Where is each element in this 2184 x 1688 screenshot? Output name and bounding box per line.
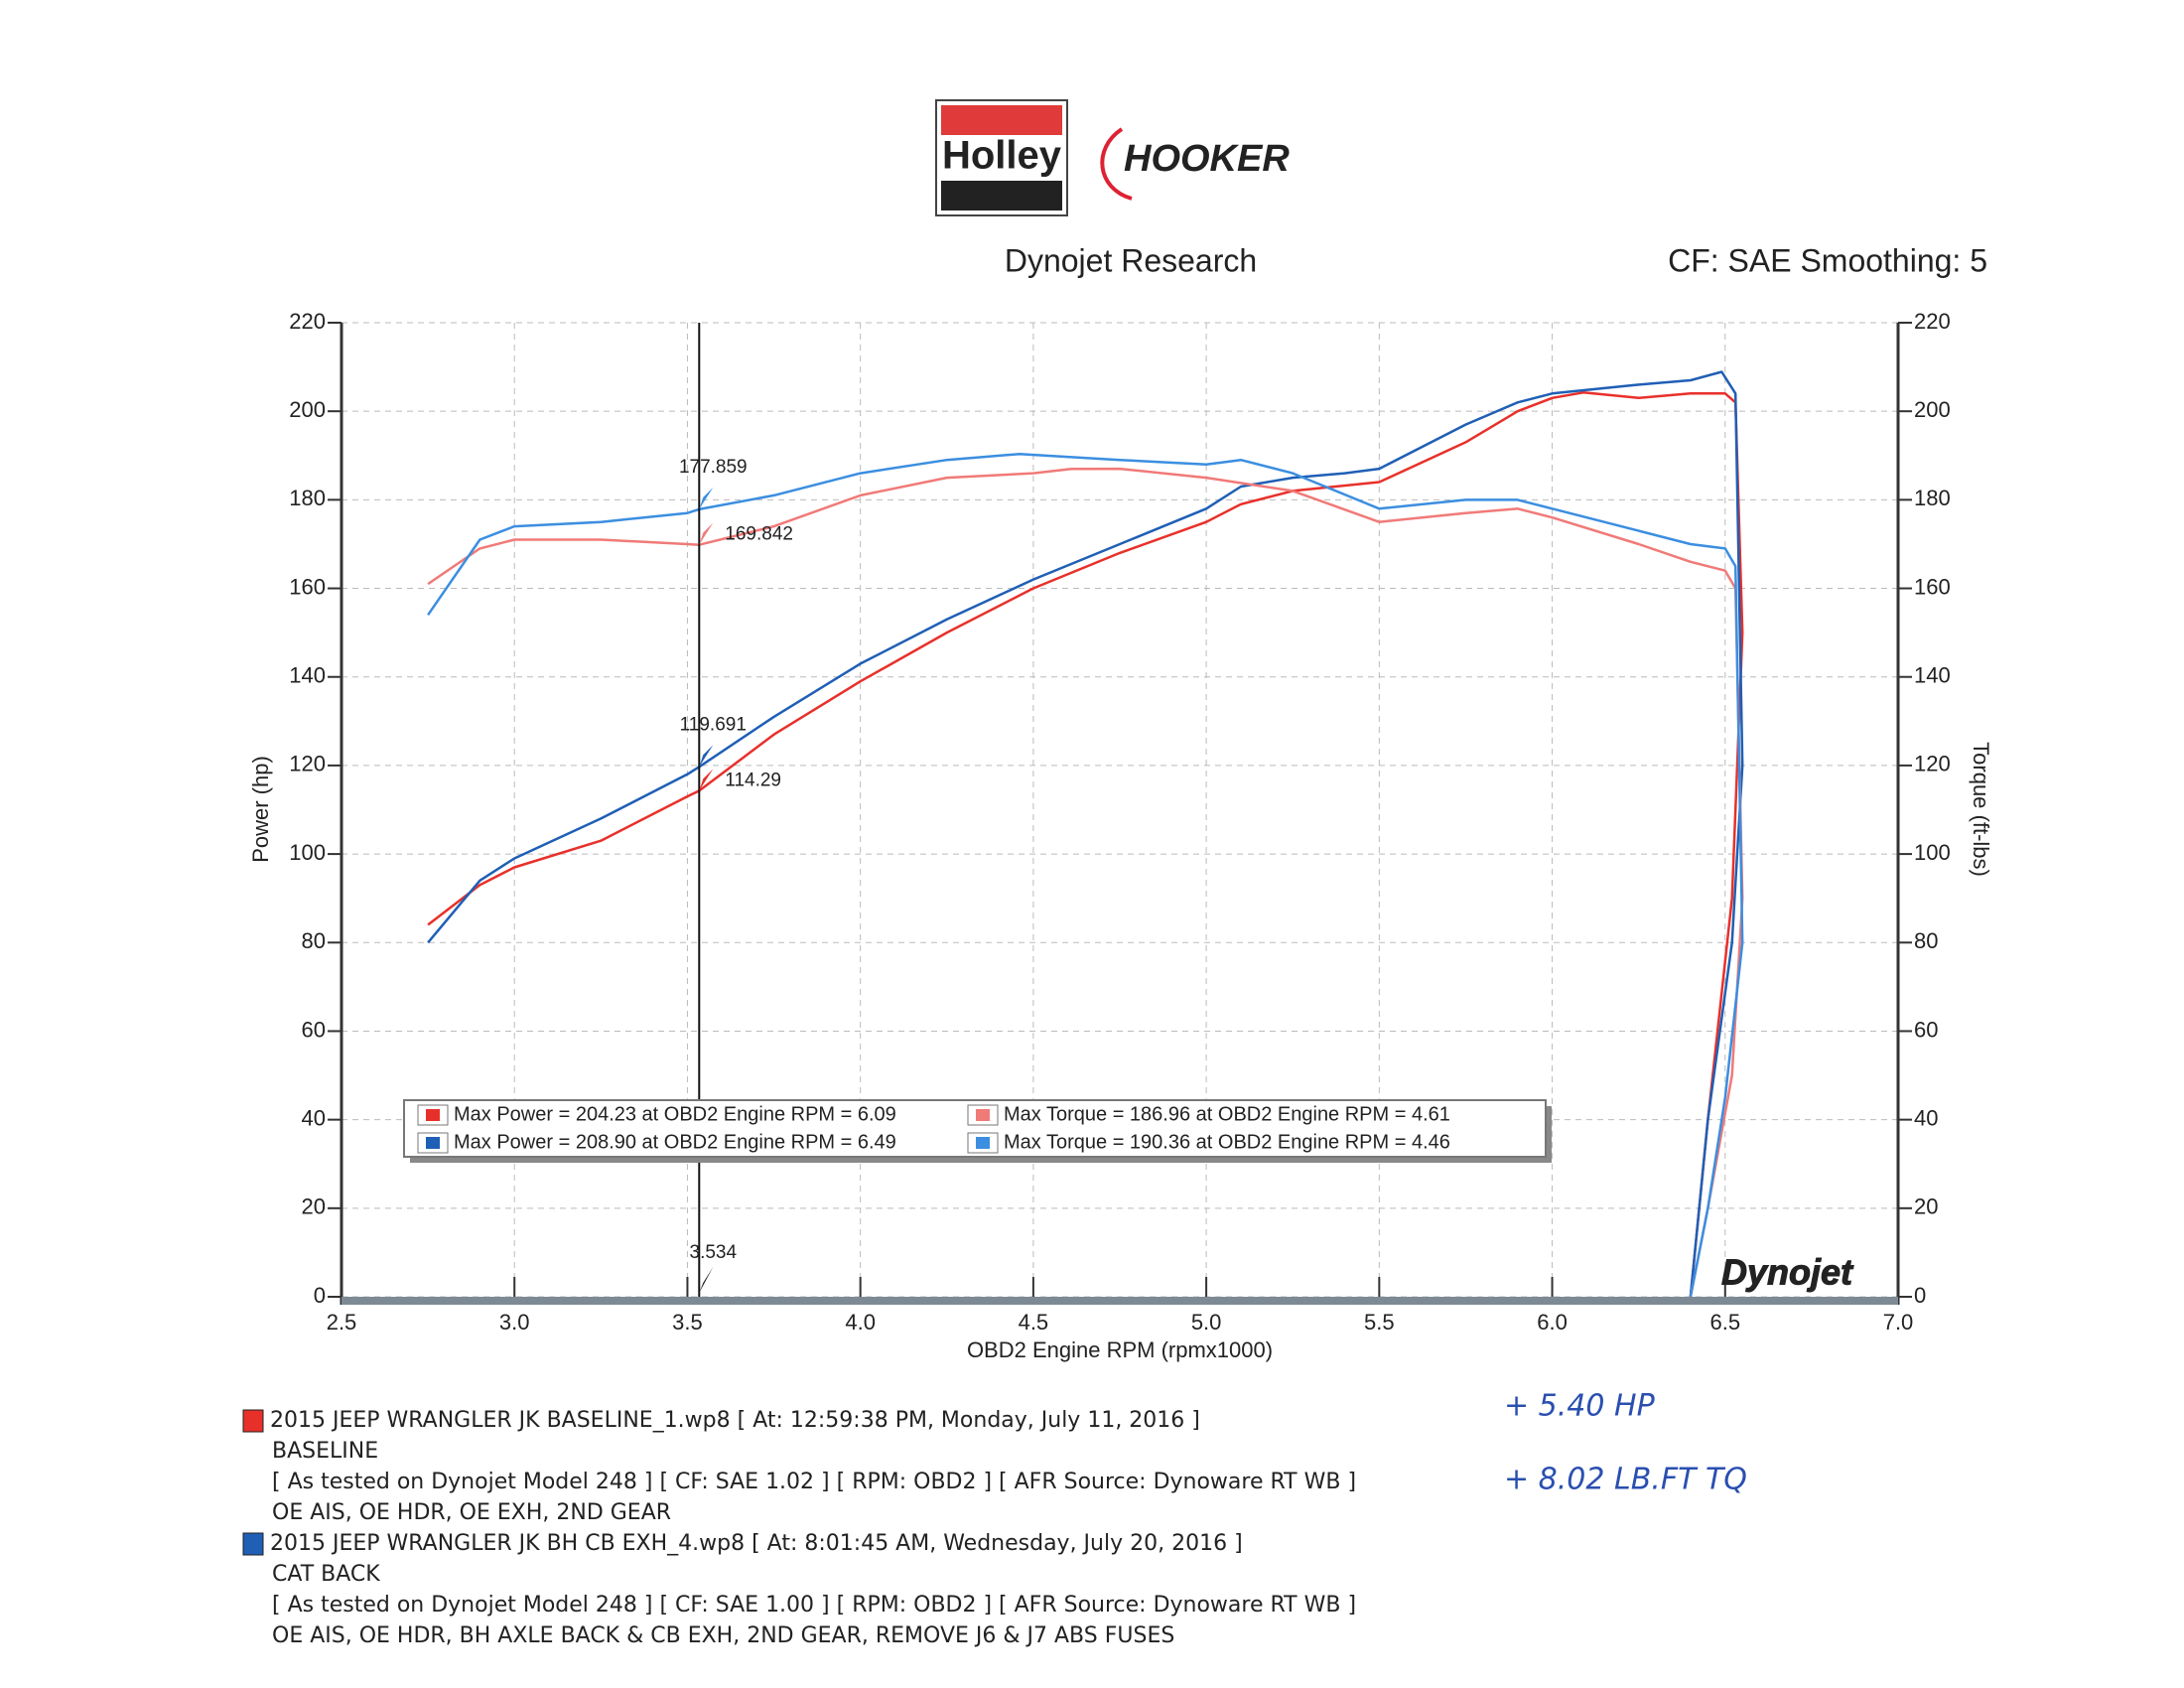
y2-tick-label: 120 — [1914, 752, 1951, 776]
run-text: 2015 JEEP WRANGLER JK BASELINE_1.wp8 [ A… — [270, 1408, 1200, 1433]
run-text: OE AIS, OE HDR, OE EXH, 2ND GEAR — [272, 1500, 671, 1525]
run-text: OE AIS, OE HDR, BH AXLE BACK & CB EXH, 2… — [272, 1623, 1174, 1648]
y-tick-label: 140 — [289, 663, 326, 688]
y-tick-label: 40 — [302, 1105, 326, 1130]
y2-axis-label: Torque (ft-lbs) — [1969, 742, 1993, 877]
y2-tick-label: 60 — [1914, 1017, 1938, 1042]
holley-logo-red — [941, 105, 1062, 135]
y2-tick-label: 40 — [1914, 1105, 1938, 1130]
run-text: 2015 JEEP WRANGLER JK BH CB EXH_4.wp8 [ … — [270, 1531, 1243, 1556]
holley-logo-text: Holley — [942, 134, 1062, 178]
legend-entry: Max Torque = 186.96 at OBD2 Engine RPM =… — [1004, 1103, 1450, 1125]
y2-tick-label: 180 — [1914, 486, 1951, 510]
series-line — [427, 452, 1744, 1298]
cursor-value-label: 114.29 — [725, 770, 781, 790]
run-text: [ As tested on Dynojet Model 248 ] [ CF:… — [272, 1470, 1356, 1494]
y2-tick-label: 160 — [1914, 574, 1951, 599]
cursor-value-label: 169.842 — [725, 524, 793, 545]
legend-swatch-fill — [976, 1137, 990, 1149]
cursor-marker — [699, 769, 714, 791]
y-tick-label: 100 — [289, 840, 326, 865]
x-axis-label: OBD2 Engine RPM (rpmx1000) — [967, 1337, 1273, 1362]
y-tick-label: 0 — [314, 1283, 326, 1308]
y-tick-label: 160 — [289, 574, 326, 599]
y2-tick-label: 220 — [1914, 309, 1951, 334]
y-tick-label: 200 — [289, 397, 326, 422]
y-tick-label: 120 — [289, 752, 326, 776]
run-text: CAT BACK — [272, 1562, 380, 1587]
x-tick-label: 6.5 — [1709, 1310, 1740, 1335]
cursor-marker — [699, 745, 714, 768]
y-tick-label: 80 — [302, 928, 326, 953]
x-tick-label: 5.0 — [1191, 1310, 1222, 1335]
y2-tick-label: 140 — [1914, 663, 1951, 688]
run-text: [ As tested on Dynojet Model 248 ] [ CF:… — [272, 1593, 1356, 1618]
cursor-x-label: 3.534 — [690, 1242, 738, 1263]
holley-logo-black — [941, 181, 1062, 211]
legend-entry: Max Power = 208.90 at OBD2 Engine RPM = … — [454, 1131, 896, 1153]
run-text: BASELINE — [272, 1439, 378, 1464]
hooker-logo-text: HOOKER — [1124, 138, 1290, 180]
y2-tick-label: 100 — [1914, 840, 1951, 865]
legend-entry: Max Torque = 190.36 at OBD2 Engine RPM =… — [1004, 1131, 1450, 1153]
legend-swatch-fill — [976, 1109, 990, 1121]
y2-tick-label: 80 — [1914, 928, 1938, 953]
x-tick-label: 2.5 — [327, 1310, 357, 1335]
legend-swatch-fill — [426, 1109, 440, 1121]
y-axis-label: Power (hp) — [248, 756, 273, 863]
cursor-marker — [699, 522, 714, 545]
y2-tick-label: 20 — [1914, 1195, 1938, 1219]
hooker-logo-swoosh — [1100, 127, 1133, 201]
x-tick-label: 3.0 — [499, 1310, 530, 1335]
y2-tick-label: 200 — [1914, 397, 1951, 422]
cursor-arrow — [699, 1267, 714, 1293]
legend-swatch-fill — [426, 1137, 440, 1149]
run-swatch — [242, 1409, 264, 1433]
x-tick-label: 3.5 — [672, 1310, 703, 1335]
x-tick-label: 7.0 — [1883, 1310, 1914, 1335]
chart-subtitle: CF: SAE Smoothing: 5 — [1668, 242, 1987, 278]
series-line — [427, 370, 1744, 1298]
chart-title: Dynojet Research — [1005, 242, 1257, 278]
y-tick-label: 220 — [289, 309, 326, 334]
y-tick-label: 60 — [302, 1017, 326, 1042]
watermark: Dynojet — [1721, 1252, 1854, 1293]
run-swatch — [242, 1532, 264, 1556]
legend-entry: Max Power = 204.23 at OBD2 Engine RPM = … — [454, 1103, 896, 1125]
handwritten-note: + 5.40 HP — [1504, 1389, 1656, 1424]
x-tick-label: 4.5 — [1019, 1310, 1049, 1335]
y-tick-label: 20 — [302, 1195, 326, 1219]
handwritten-note: + 8.02 LB.FT TQ — [1504, 1463, 1747, 1497]
x-tick-label: 5.5 — [1364, 1310, 1395, 1335]
cursor-marker — [699, 487, 714, 509]
y-tick-label: 180 — [289, 486, 326, 510]
x-tick-label: 4.0 — [845, 1310, 876, 1335]
series-line — [427, 467, 1744, 1298]
x-tick-label: 6.0 — [1537, 1310, 1568, 1335]
cursor-value-label: 119.691 — [680, 714, 747, 735]
y2-tick-label: 0 — [1914, 1283, 1926, 1308]
cursor-value-label: 177.859 — [679, 457, 748, 478]
x-axis — [341, 1297, 1898, 1305]
